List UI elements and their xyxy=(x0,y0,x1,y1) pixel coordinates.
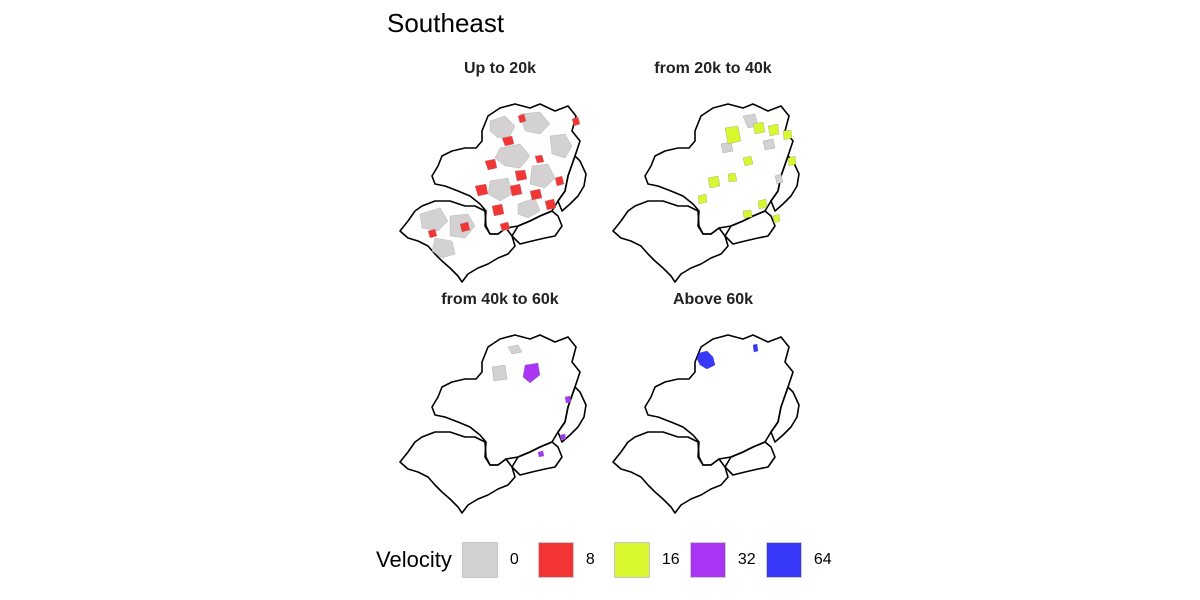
map-panel-40k-to-60k: from 40k to 60k xyxy=(390,291,610,521)
legend-label: 0 xyxy=(509,551,519,568)
legend-item-16: 16 xyxy=(613,542,680,578)
region-map xyxy=(612,103,800,283)
legend-item-32: 32 xyxy=(689,542,756,578)
map-panel-up-to-20k: Up to 20k xyxy=(390,60,610,290)
region-map xyxy=(399,334,587,514)
state-outlines xyxy=(399,334,587,514)
panel-title: Above 60k xyxy=(672,291,754,308)
legend: Velocity 0 8 16 32 64 xyxy=(376,541,842,579)
legend-item-8: 8 xyxy=(537,542,604,578)
state-outlines xyxy=(612,334,800,514)
outline-sp xyxy=(612,431,729,514)
legend-item-0: 0 xyxy=(461,542,528,578)
outline-rj xyxy=(724,441,776,476)
legend-swatch xyxy=(613,542,650,578)
outline-mg xyxy=(644,103,794,235)
outline-es xyxy=(770,386,800,443)
legend-title: Velocity xyxy=(376,547,452,572)
outline-es xyxy=(557,155,587,212)
outline-rj xyxy=(511,441,563,476)
region-map xyxy=(399,103,587,283)
legend-label: 64 xyxy=(813,551,832,568)
legend-swatch xyxy=(537,542,574,578)
panel-title: from 20k to 40k xyxy=(654,60,772,77)
state-outlines xyxy=(399,103,587,283)
outline-es xyxy=(557,386,587,443)
legend-label: 8 xyxy=(585,551,595,568)
map-panel-above-60k: Above 60k xyxy=(603,291,823,521)
outline-rj xyxy=(511,210,563,245)
outline-mg xyxy=(644,334,794,466)
municipality-fills xyxy=(697,113,797,224)
legend-label: 16 xyxy=(661,551,680,568)
outline-sp xyxy=(612,200,729,283)
outline-mg xyxy=(431,334,581,466)
map-panel-20k-to-40k: from 20k to 40k xyxy=(603,60,823,290)
legend-item-64: 64 xyxy=(765,542,832,578)
municipality-fills xyxy=(419,111,581,259)
panel-title: from 40k to 60k xyxy=(441,291,559,308)
legend-swatch xyxy=(765,542,802,578)
map-title: Southeast xyxy=(387,8,505,38)
legend-swatch xyxy=(461,542,498,578)
municipality-fills xyxy=(696,343,759,370)
outline-sp xyxy=(399,431,516,514)
outline-sp xyxy=(399,200,516,283)
panel-title: Up to 20k xyxy=(463,60,536,77)
municipality-fills xyxy=(491,344,572,458)
legend-swatch xyxy=(689,542,726,578)
legend-label: 32 xyxy=(737,551,756,568)
region-map xyxy=(612,334,800,514)
